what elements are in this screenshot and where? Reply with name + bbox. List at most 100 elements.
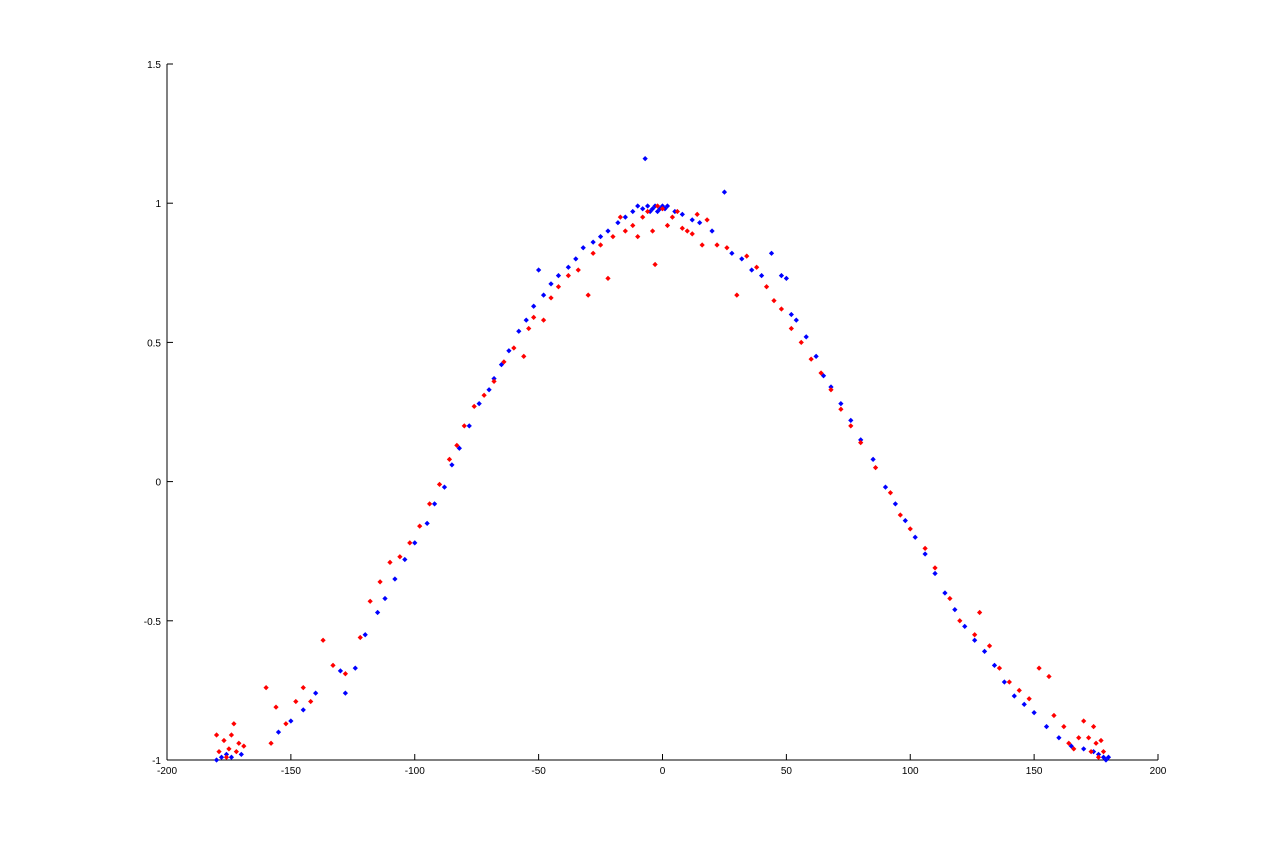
data-point bbox=[216, 749, 222, 755]
data-point bbox=[652, 261, 658, 268]
data-point bbox=[758, 272, 765, 279]
data-point bbox=[426, 501, 433, 507]
data-point bbox=[213, 732, 220, 738]
data-point bbox=[1056, 735, 1062, 741]
data-point bbox=[674, 208, 680, 215]
data-point bbox=[932, 565, 938, 571]
data-point bbox=[976, 609, 983, 616]
data-point bbox=[597, 242, 604, 248]
data-point bbox=[788, 325, 794, 332]
data-point bbox=[231, 721, 237, 727]
data-point bbox=[1093, 740, 1099, 746]
data-point bbox=[481, 392, 487, 398]
data-point bbox=[585, 292, 591, 298]
data-point bbox=[721, 189, 728, 195]
data-point bbox=[679, 211, 685, 217]
data-point bbox=[892, 501, 899, 507]
data-point bbox=[630, 222, 636, 229]
data-point bbox=[635, 203, 641, 209]
data-point bbox=[540, 317, 547, 323]
x-tick-label: -50 bbox=[531, 766, 546, 777]
data-point bbox=[548, 295, 554, 301]
data-point bbox=[516, 328, 522, 334]
data-point bbox=[1036, 665, 1042, 671]
data-point bbox=[441, 484, 448, 490]
data-point bbox=[221, 737, 227, 744]
data-point bbox=[536, 267, 542, 273]
data-point bbox=[754, 264, 760, 270]
data-point bbox=[402, 556, 408, 563]
data-point bbox=[771, 298, 777, 304]
data-point bbox=[1066, 740, 1072, 746]
data-point bbox=[649, 206, 656, 212]
data-point bbox=[540, 292, 547, 298]
data-point bbox=[689, 231, 695, 237]
series-layer bbox=[213, 156, 1112, 763]
data-point bbox=[699, 242, 705, 248]
data-point bbox=[1086, 735, 1092, 741]
data-point bbox=[654, 203, 661, 209]
data-point bbox=[645, 203, 651, 209]
data-point bbox=[952, 607, 958, 613]
x-tick-label: 50 bbox=[781, 766, 793, 777]
data-point bbox=[218, 754, 225, 760]
data-point bbox=[352, 665, 358, 671]
data-point bbox=[374, 609, 381, 616]
data-point bbox=[617, 214, 624, 220]
data-point bbox=[1061, 723, 1067, 730]
data-point bbox=[858, 439, 864, 446]
y-tick-label: 1.5 bbox=[147, 60, 161, 71]
data-point bbox=[912, 534, 918, 540]
data-point bbox=[709, 228, 715, 234]
data-point bbox=[645, 208, 651, 215]
data-point bbox=[1043, 723, 1050, 730]
data-point bbox=[228, 754, 235, 760]
data-point bbox=[424, 520, 430, 526]
data-point bbox=[471, 403, 477, 410]
data-point bbox=[506, 348, 512, 354]
data-point bbox=[679, 225, 685, 231]
data-point bbox=[739, 256, 745, 262]
data-point bbox=[1071, 746, 1077, 752]
data-point bbox=[283, 721, 289, 727]
data-point bbox=[233, 749, 239, 755]
data-point bbox=[783, 275, 789, 281]
data-point bbox=[273, 704, 279, 710]
data-point bbox=[870, 456, 876, 462]
data-point bbox=[501, 359, 507, 365]
data-point bbox=[828, 387, 834, 393]
data-point bbox=[838, 401, 844, 407]
data-point bbox=[907, 526, 913, 532]
data-point bbox=[1011, 693, 1017, 699]
data-point bbox=[1021, 701, 1027, 707]
data-point bbox=[330, 662, 336, 668]
y-tick-label: 0.5 bbox=[147, 338, 161, 349]
data-point bbox=[664, 222, 671, 229]
data-point bbox=[461, 423, 467, 429]
data-point bbox=[697, 220, 703, 226]
data-point bbox=[511, 345, 517, 351]
x-tick-label: 100 bbox=[902, 766, 919, 777]
series-2 bbox=[213, 203, 1107, 760]
data-point bbox=[446, 456, 453, 462]
data-point bbox=[793, 317, 799, 323]
data-point bbox=[236, 740, 242, 746]
data-point bbox=[387, 559, 393, 565]
data-point bbox=[1100, 749, 1107, 755]
data-point bbox=[241, 743, 247, 749]
data-point bbox=[1100, 754, 1107, 760]
data-point bbox=[887, 490, 894, 496]
data-point bbox=[275, 729, 282, 735]
data-point bbox=[565, 264, 571, 270]
data-point bbox=[768, 250, 775, 256]
x-tick-label: 0 bbox=[660, 766, 666, 777]
data-point bbox=[942, 590, 948, 596]
data-point bbox=[382, 595, 388, 602]
data-point bbox=[1103, 757, 1109, 763]
y-tick-label: -1 bbox=[152, 756, 161, 767]
data-point bbox=[597, 233, 604, 240]
data-point bbox=[491, 378, 497, 385]
data-point bbox=[622, 214, 628, 220]
data-point bbox=[449, 462, 455, 468]
